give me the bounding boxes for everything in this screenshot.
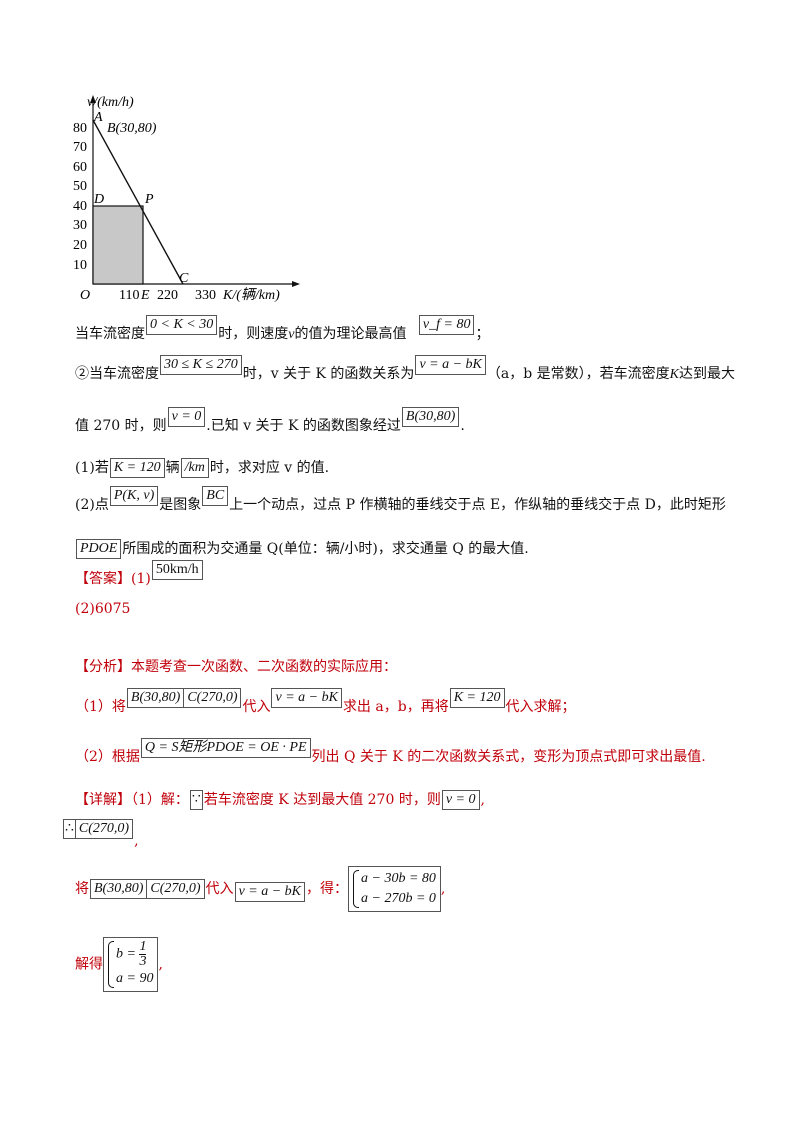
formula-pdoe: PDOE — [76, 539, 122, 559]
formula-segment-bc: BC — [202, 486, 229, 506]
x-tick-220: 220 — [157, 288, 178, 303]
formula-k-range-1: 0 < K < 30 — [146, 315, 218, 335]
line-bc — [92, 119, 184, 285]
detail-line-3: 将 B(30,80) C(270,0) 代入 v = a − bK ，得： a − 30b … — [75, 866, 445, 912]
detail-line-2: ∴ C(270,0), — [63, 819, 139, 849]
origin-label: O — [80, 288, 90, 303]
answer-line-1: 【答案】(1)50km/h — [75, 560, 204, 590]
formula-area: Q = S矩形PDOE = OE · PE — [140, 738, 311, 758]
formula-k-range-2: 30 ≤ K ≤ 270 — [160, 355, 242, 375]
point-p-label: P — [144, 192, 154, 207]
answer-line-2: (2)6075 — [75, 601, 131, 617]
condition-line-3: 值 270 时，则v = 0.已知 v 关于 K 的函数图象经过B(30,80)… — [75, 407, 465, 434]
y-tick-20: 20 — [73, 238, 87, 253]
x-axis-arrow — [292, 281, 300, 287]
formula-answer-speed: 50km/h — [151, 560, 203, 580]
formula-v-zero: v = 0 — [167, 407, 206, 427]
x-tick-330: 330 — [195, 288, 216, 303]
x-tick-110: 110 — [119, 288, 139, 303]
formula-k-120-2: K = 120 — [449, 688, 505, 708]
y-tick-10: 10 — [73, 258, 87, 273]
formula-linear-2: v = a − bK — [271, 688, 342, 708]
point-d-label: D — [93, 192, 104, 207]
y-tick-70: 70 — [73, 140, 87, 155]
y-tick-80: 80 — [73, 121, 87, 136]
question-2-cont: PDOE 所围成的面积为交通量 Q(单位：辆/小时)，求交通量 Q 的最大值. — [75, 538, 529, 560]
rectangle-pdoe — [92, 205, 144, 285]
formula-c-point-3: C(270,0) — [146, 879, 205, 899]
point-c-label: C — [179, 271, 189, 286]
formula-linear-3: v = a − bK — [234, 882, 306, 902]
question-2: (2)点P(K, v)是图象BC上一个动点，过点 P 作横轴的垂线交于点 E，作… — [75, 486, 726, 513]
formula-per-km: /km — [180, 458, 209, 478]
point-a-label: A — [93, 110, 103, 125]
y-axis-label: v/(km/h) — [87, 95, 134, 110]
formula-c-point-2: C(270,0) — [74, 819, 134, 839]
point-e-label: E — [140, 288, 150, 303]
analysis-title: 【分析】本题考查一次函数、二次函数的实际应用： — [75, 659, 397, 675]
y-tick-50: 50 — [73, 179, 87, 194]
formula-point-p: P(K, v) — [109, 486, 159, 506]
formula-b-point: B(30,80) — [126, 688, 185, 708]
detail-line-1: 【详解】（1）解： ∵ 若车流密度 K 达到最大值 270 时，则 v = 0, — [75, 790, 485, 810]
analysis-line-2: （2）根据Q = S矩形PDOE = OE · PE列出 Q 关于 K 的二次函… — [75, 738, 706, 765]
speed-density-graph: 80 70 60 50 40 30 20 10 110 220 330 v/(k… — [73, 95, 300, 303]
y-tick-30: 30 — [73, 218, 87, 233]
formula-v-zero-2: v = 0 — [441, 790, 480, 810]
condition-line-1: 当车流密度0 < K < 30时，则速度v的值为理论最高值 v_f = 80； — [75, 315, 490, 342]
formula-point-b: B(30,80) — [401, 407, 460, 427]
formula-vf: v_f = 80 — [418, 315, 475, 335]
formula-linear: v = a − bK — [415, 355, 486, 375]
point-b-label: B(30,80) — [107, 121, 157, 136]
analysis-line-1: （1）将B(30,80) C(270,0)代入v = a − bK求出 a，b，再… — [75, 688, 576, 715]
x-axis-label: K/(辆/km) — [222, 287, 280, 303]
because-symbol: ∵ — [189, 790, 203, 810]
question-1: (1)若 K = 120 辆/km 时，求对应 v 的值. — [75, 458, 330, 478]
y-axis-arrow — [90, 95, 96, 103]
y-tick-60: 60 — [73, 160, 87, 175]
y-tick-40: 40 — [73, 199, 87, 214]
formula-b-point-2: B(30,80) — [90, 879, 148, 899]
equation-system-1: a − 30b = 80 a − 270b = 0 — [348, 866, 441, 912]
formula-k-120: K = 120 — [109, 458, 165, 478]
condition-line-2: ②当车流密度30 ≤ K ≤ 270时，v 关于 K 的函数关系为v = a −… — [75, 355, 735, 382]
formula-c-point: C(270,0) — [183, 688, 242, 708]
